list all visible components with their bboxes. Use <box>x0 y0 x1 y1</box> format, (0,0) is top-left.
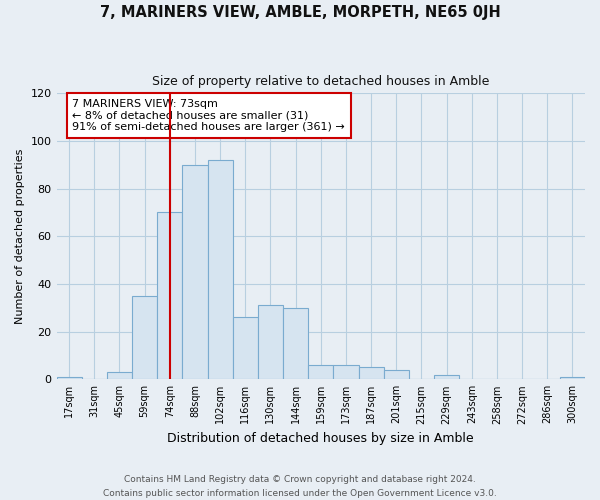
Bar <box>560 377 585 380</box>
Bar <box>258 306 283 380</box>
Bar <box>132 296 157 380</box>
Bar <box>107 372 132 380</box>
Bar <box>434 374 459 380</box>
Bar <box>308 365 334 380</box>
Text: 7 MARINERS VIEW: 73sqm
← 8% of detached houses are smaller (31)
91% of semi-deta: 7 MARINERS VIEW: 73sqm ← 8% of detached … <box>73 99 345 132</box>
Bar <box>182 165 208 380</box>
X-axis label: Distribution of detached houses by size in Amble: Distribution of detached houses by size … <box>167 432 474 445</box>
Bar <box>383 370 409 380</box>
Bar <box>283 308 308 380</box>
Bar <box>334 365 359 380</box>
Y-axis label: Number of detached properties: Number of detached properties <box>15 148 25 324</box>
Text: Contains HM Land Registry data © Crown copyright and database right 2024.
Contai: Contains HM Land Registry data © Crown c… <box>103 476 497 498</box>
Title: Size of property relative to detached houses in Amble: Size of property relative to detached ho… <box>152 75 490 88</box>
Bar <box>56 377 82 380</box>
Bar <box>157 212 182 380</box>
Bar <box>359 368 383 380</box>
Bar <box>233 318 258 380</box>
Bar <box>208 160 233 380</box>
Text: 7, MARINERS VIEW, AMBLE, MORPETH, NE65 0JH: 7, MARINERS VIEW, AMBLE, MORPETH, NE65 0… <box>100 5 500 20</box>
